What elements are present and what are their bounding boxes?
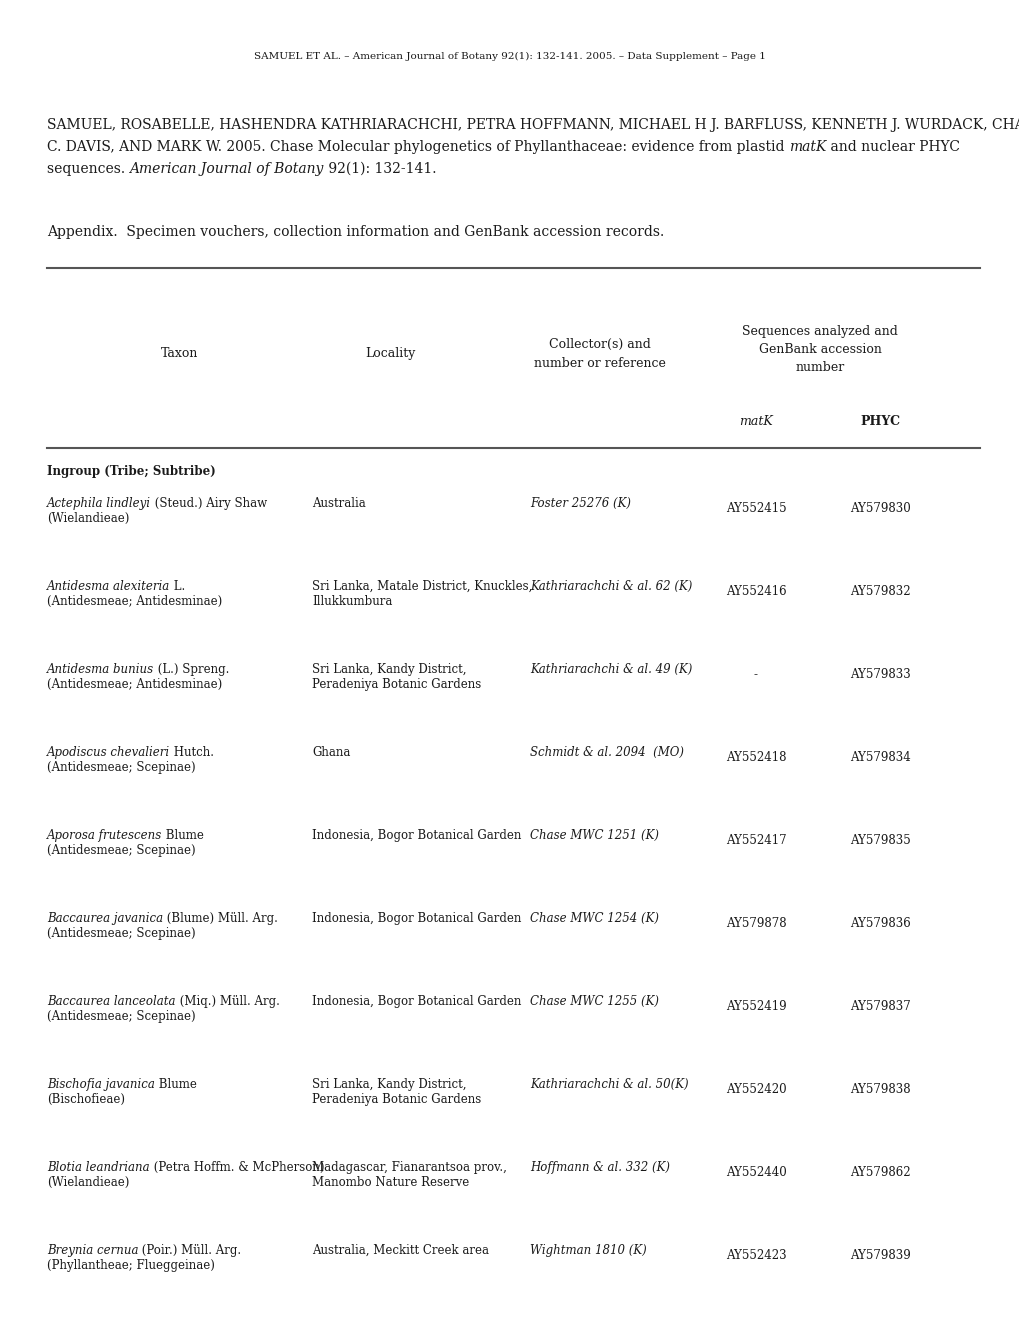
Text: (Poir.) Müll. Arg.: (Poir.) Müll. Arg. (139, 1243, 242, 1257)
Text: AY579832: AY579832 (849, 585, 909, 598)
Text: Indonesia, Bogor Botanical Garden: Indonesia, Bogor Botanical Garden (312, 829, 521, 842)
Text: Baccaurea lanceolata: Baccaurea lanceolata (47, 995, 175, 1008)
Text: Actephila lindleyi: Actephila lindleyi (47, 498, 151, 510)
Text: L.: L. (170, 579, 185, 593)
Text: AY579878: AY579878 (725, 917, 786, 931)
Text: Sri Lanka, Kandy District,
Peradeniya Botanic Gardens: Sri Lanka, Kandy District, Peradeniya Bo… (312, 663, 481, 690)
Text: AY552419: AY552419 (725, 1001, 786, 1012)
Text: (Antidesmeae; Scepinae): (Antidesmeae; Scepinae) (47, 927, 196, 940)
Text: AY579834: AY579834 (849, 751, 910, 764)
Text: Ingroup (Tribe; Subtribe): Ingroup (Tribe; Subtribe) (47, 465, 216, 478)
Text: SAMUEL ET AL. – American Journal of Botany 92(1): 132-141. 2005. – Data Suppleme: SAMUEL ET AL. – American Journal of Bota… (254, 51, 765, 61)
Text: (Phyllantheae; Flueggeinae): (Phyllantheae; Flueggeinae) (47, 1259, 215, 1272)
Text: (Antidesmeae; Scepinae): (Antidesmeae; Scepinae) (47, 762, 196, 774)
Text: Sri Lanka, Kandy District,
Peradeniya Botanic Gardens: Sri Lanka, Kandy District, Peradeniya Bo… (312, 1078, 481, 1106)
Text: GenBank accession: GenBank accession (758, 343, 880, 356)
Text: Indonesia, Bogor Botanical Garden: Indonesia, Bogor Botanical Garden (312, 995, 521, 1008)
Text: (Blume) Müll. Arg.: (Blume) Müll. Arg. (163, 912, 278, 925)
Text: (Miq.) Müll. Arg.: (Miq.) Müll. Arg. (175, 995, 279, 1008)
Text: Chase MWC 1255 (K): Chase MWC 1255 (K) (530, 995, 658, 1008)
Text: Ghana: Ghana (312, 746, 351, 759)
Text: Chase MWC 1254 (K): Chase MWC 1254 (K) (530, 912, 658, 925)
Text: Antidesma bunius: Antidesma bunius (47, 663, 154, 676)
Text: AY552416: AY552416 (725, 585, 786, 598)
Text: Blume: Blume (155, 1078, 197, 1092)
Text: (L.) Spreng.: (L.) Spreng. (154, 663, 229, 676)
Text: Kathriarachchi & al. 62 (K): Kathriarachchi & al. 62 (K) (530, 579, 692, 593)
Text: Schmidt & al. 2094  (MO): Schmidt & al. 2094 (MO) (530, 746, 684, 759)
Text: American Journal of Botany: American Journal of Botany (129, 162, 324, 176)
Text: 92(1): 132-141.: 92(1): 132-141. (324, 162, 436, 176)
Text: Australia: Australia (312, 498, 366, 510)
Text: number: number (795, 360, 844, 374)
Text: (Antidesmeae; Scepinae): (Antidesmeae; Scepinae) (47, 843, 196, 857)
Text: matK: matK (788, 140, 825, 154)
Text: AY579830: AY579830 (849, 502, 910, 515)
Text: AY579835: AY579835 (849, 834, 910, 847)
Text: Indonesia, Bogor Botanical Garden: Indonesia, Bogor Botanical Garden (312, 912, 521, 925)
Text: Appendix.  Specimen vouchers, collection information and GenBank accession recor: Appendix. Specimen vouchers, collection … (47, 224, 663, 239)
Text: AY579838: AY579838 (849, 1082, 909, 1096)
Text: Bischofia javanica: Bischofia javanica (47, 1078, 155, 1092)
Text: AY579839: AY579839 (849, 1249, 910, 1262)
Text: Locality: Locality (365, 347, 415, 360)
Text: (Antidesmeae; Antidesminae): (Antidesmeae; Antidesminae) (47, 678, 222, 690)
Text: SAMUEL, ROSABELLE, HASHENDRA KATHRIARACHCHI, PETRA HOFFMANN, MICHAEL H J. BARFLU: SAMUEL, ROSABELLE, HASHENDRA KATHRIARACH… (47, 117, 1019, 132)
Text: Kathriarachchi & al. 49 (K): Kathriarachchi & al. 49 (K) (530, 663, 692, 676)
Text: (Antidesmeae; Antidesminae): (Antidesmeae; Antidesminae) (47, 595, 222, 609)
Text: number or reference: number or reference (534, 356, 665, 370)
Text: Madagascar, Fianarantsoa prov.,
Manombo Nature Reserve: Madagascar, Fianarantsoa prov., Manombo … (312, 1162, 506, 1189)
Text: AY552418: AY552418 (726, 751, 786, 764)
Text: Foster 25276 (K): Foster 25276 (K) (530, 498, 631, 510)
Text: Antidesma alexiteria: Antidesma alexiteria (47, 579, 170, 593)
Text: Collector(s) and: Collector(s) and (548, 338, 650, 351)
Text: AY552417: AY552417 (725, 834, 786, 847)
Text: AY579862: AY579862 (849, 1166, 909, 1179)
Text: Sri Lanka, Matale District, Knuckles,
Illukkumbura: Sri Lanka, Matale District, Knuckles, Il… (312, 579, 532, 609)
Text: (Steud.) Airy Shaw: (Steud.) Airy Shaw (151, 498, 267, 510)
Text: Hoffmann & al. 332 (K): Hoffmann & al. 332 (K) (530, 1162, 669, 1173)
Text: Chase MWC 1251 (K): Chase MWC 1251 (K) (530, 829, 658, 842)
Text: sequences.: sequences. (47, 162, 129, 176)
Text: Australia, Meckitt Creek area: Australia, Meckitt Creek area (312, 1243, 488, 1257)
Text: -: - (753, 668, 757, 681)
Text: matK: matK (739, 414, 772, 428)
Text: (Bischofieae): (Bischofieae) (47, 1093, 125, 1106)
Text: (Petra Hoffm. & McPherson): (Petra Hoffm. & McPherson) (150, 1162, 324, 1173)
Text: AY552420: AY552420 (725, 1082, 786, 1096)
Text: Taxon: Taxon (161, 347, 199, 360)
Text: Blume: Blume (162, 829, 204, 842)
Text: PHYC: PHYC (859, 414, 899, 428)
Text: (Wielandieae): (Wielandieae) (47, 1176, 129, 1189)
Text: Kathriarachchi & al. 50(K): Kathriarachchi & al. 50(K) (530, 1078, 688, 1092)
Text: Baccaurea javanica: Baccaurea javanica (47, 912, 163, 925)
Text: and nuclear PHYC: and nuclear PHYC (825, 140, 959, 154)
Text: AY579836: AY579836 (849, 917, 910, 931)
Text: Aporosa frutescens: Aporosa frutescens (47, 829, 162, 842)
Text: AY579837: AY579837 (849, 1001, 910, 1012)
Text: C. DAVIS, AND MARK W. 2005. Chase Molecular phylogenetics of Phyllanthaceae: evi: C. DAVIS, AND MARK W. 2005. Chase Molecu… (47, 140, 788, 154)
Text: Wightman 1810 (K): Wightman 1810 (K) (530, 1243, 646, 1257)
Text: AY552415: AY552415 (725, 502, 786, 515)
Text: Blotia leandriana: Blotia leandriana (47, 1162, 150, 1173)
Text: AY552423: AY552423 (725, 1249, 786, 1262)
Text: Hutch.: Hutch. (170, 746, 214, 759)
Text: Sequences analyzed and: Sequences analyzed and (742, 325, 897, 338)
Text: Apodiscus chevalieri: Apodiscus chevalieri (47, 746, 170, 759)
Text: AY579833: AY579833 (849, 668, 910, 681)
Text: (Wielandieae): (Wielandieae) (47, 512, 129, 525)
Text: Breynia cernua: Breynia cernua (47, 1243, 139, 1257)
Text: AY552440: AY552440 (725, 1166, 786, 1179)
Text: (Antidesmeae; Scepinae): (Antidesmeae; Scepinae) (47, 1010, 196, 1023)
